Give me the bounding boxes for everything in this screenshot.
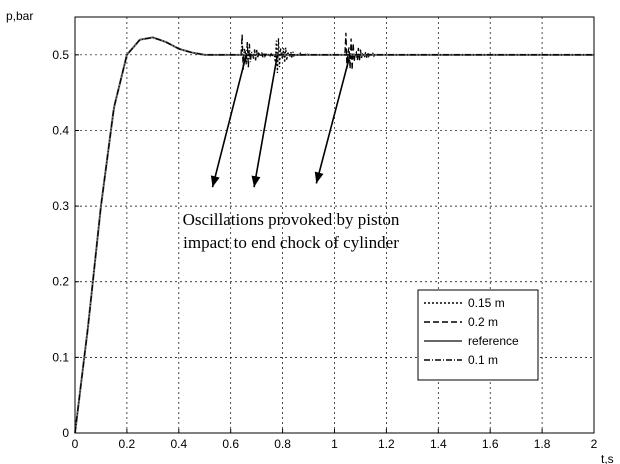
x-tick-label: 0.4 <box>170 437 187 451</box>
y-tick-label: 0.2 <box>52 275 69 289</box>
annotation-line-2: impact to end chock of cylinder <box>183 233 399 252</box>
x-tick-label: 1.2 <box>378 437 395 451</box>
x-tick-label: 2 <box>591 437 598 451</box>
y-tick-label: 0.4 <box>52 123 69 137</box>
annotation-arrow <box>315 54 351 184</box>
x-tick-label: 0.6 <box>222 437 239 451</box>
series-lines <box>74 32 594 434</box>
x-tick-label: 1.8 <box>534 437 551 451</box>
annotation-arrow <box>253 54 279 188</box>
annotation: Oscillations provoked by piston impact t… <box>183 54 400 252</box>
y-tick-label: 0.1 <box>52 350 69 364</box>
annotation-line-1: Oscillations provoked by piston <box>183 210 400 229</box>
x-axis-label: t,s <box>601 452 614 464</box>
series-line-0-1-m <box>74 33 594 434</box>
legend-label: 0.2 m <box>468 315 498 329</box>
plot-frame <box>74 16 595 434</box>
legend-label: 0.1 m <box>468 353 498 367</box>
x-tick-label: 1.6 <box>482 437 499 451</box>
legend: 0.15 m 0.2 m reference 0.1 m <box>417 289 539 381</box>
legend-box <box>417 289 539 381</box>
tick-labels: 0 0.2 0.4 0.6 0.8 1 1.2 1.4 1.6 1.8 2 0 0.1 0.2 0.3 0.4… <box>52 48 597 451</box>
y-tick-label: 0.3 <box>52 199 69 213</box>
y-tick-label: 0 <box>62 426 69 440</box>
x-tick-label: 0.2 <box>119 437 136 451</box>
y-axis-label: p,bar <box>6 9 33 23</box>
x-tick-label: 1 <box>331 437 338 451</box>
x-tick-label: 0.8 <box>274 437 291 451</box>
annotation-arrow <box>211 54 248 188</box>
x-tick-label: 1.4 <box>430 437 447 451</box>
annotation-arrowhead <box>314 171 324 184</box>
legend-label: 0.15 m <box>468 296 505 310</box>
legend-label: reference <box>468 334 519 348</box>
x-tick-label: 0 <box>72 437 79 451</box>
annotation-arrowhead <box>210 175 220 188</box>
annotation-arrowhead <box>251 175 261 188</box>
y-tick-label: 0.5 <box>52 48 69 62</box>
